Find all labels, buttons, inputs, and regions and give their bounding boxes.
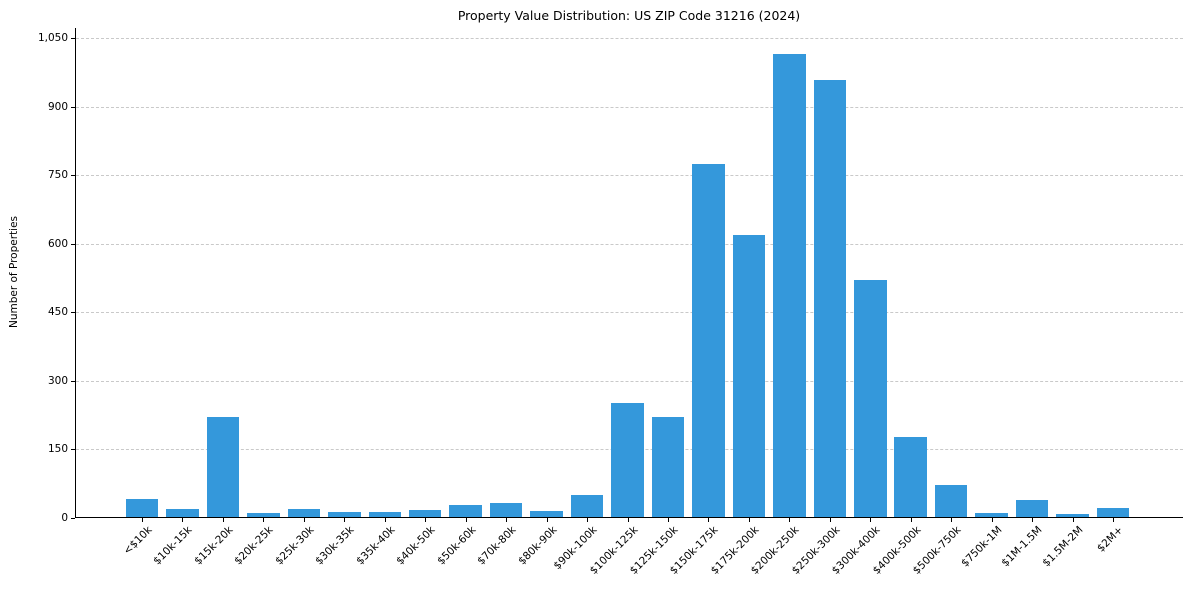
x-axis-tick bbox=[384, 518, 386, 522]
bar bbox=[247, 513, 280, 518]
x-tick-label: $35k-40k bbox=[353, 524, 398, 568]
x-axis-tick bbox=[142, 518, 143, 522]
bar bbox=[732, 234, 766, 518]
bar bbox=[530, 510, 563, 518]
x-tick-label: $2M+ bbox=[1094, 524, 1126, 555]
gridline bbox=[76, 380, 1183, 382]
x-axis-line bbox=[75, 517, 1183, 518]
x-axis-tick bbox=[627, 518, 629, 522]
gridline bbox=[76, 106, 1183, 108]
x-axis-tick bbox=[182, 518, 184, 522]
x-axis-tick bbox=[910, 518, 912, 522]
y-axis-tick bbox=[71, 243, 75, 245]
bar bbox=[894, 437, 927, 518]
x-tick-label: $25k-30k bbox=[272, 524, 317, 568]
x-axis-tick bbox=[951, 518, 953, 522]
y-tick-label: 1,050 bbox=[37, 32, 68, 45]
bar bbox=[1015, 500, 1049, 518]
y-axis-tick bbox=[71, 449, 75, 451]
x-axis-tick bbox=[425, 518, 427, 522]
x-axis-tick bbox=[748, 518, 750, 522]
y-tick-label: 0 bbox=[61, 511, 68, 524]
x-axis-tick bbox=[222, 518, 224, 522]
gridline bbox=[76, 312, 1183, 314]
x-tick-label: $70k-80k bbox=[475, 524, 519, 568]
x-tick-label: $50k-60k bbox=[434, 524, 479, 568]
y-axis-tick bbox=[71, 517, 75, 519]
bar bbox=[328, 512, 361, 518]
bar bbox=[408, 510, 442, 518]
chart-title: Property Value Distribution: US ZIP Code… bbox=[457, 8, 801, 23]
bar bbox=[570, 495, 604, 518]
bar bbox=[166, 509, 199, 518]
y-axis-line bbox=[75, 28, 76, 518]
y-tick-label: 600 bbox=[47, 237, 68, 250]
bar bbox=[1096, 507, 1130, 518]
bar bbox=[611, 403, 644, 518]
bar bbox=[651, 417, 685, 518]
bar bbox=[1056, 514, 1089, 518]
bar bbox=[773, 54, 806, 518]
x-axis-tick bbox=[870, 518, 872, 522]
x-tick-label: $40k-50k bbox=[394, 524, 438, 568]
y-tick-label: 750 bbox=[47, 169, 68, 182]
x-tick-label: <$10k bbox=[121, 524, 155, 558]
y-axis-tick bbox=[71, 175, 75, 177]
x-tick-label: $750k-1M bbox=[958, 524, 1005, 570]
x-tick-label: $1.5M-2M bbox=[1039, 524, 1086, 570]
x-axis-tick bbox=[708, 518, 710, 522]
y-tick-label: 900 bbox=[47, 100, 68, 113]
gridline bbox=[76, 243, 1183, 245]
y-tick-label: 150 bbox=[47, 443, 68, 456]
x-axis-tick bbox=[1032, 518, 1034, 522]
bar bbox=[489, 503, 523, 518]
bar bbox=[449, 504, 482, 518]
bar bbox=[813, 79, 847, 518]
x-axis-tick bbox=[546, 518, 548, 522]
y-axis-tick bbox=[71, 106, 75, 108]
y-axis-tick bbox=[71, 38, 75, 40]
x-axis-tick bbox=[465, 518, 467, 522]
x-axis-tick bbox=[303, 518, 305, 522]
bar bbox=[287, 509, 321, 518]
bar bbox=[368, 512, 401, 518]
x-axis-tick bbox=[587, 518, 589, 522]
x-axis-tick bbox=[1113, 518, 1115, 522]
x-axis-tick bbox=[667, 518, 669, 522]
x-axis-tick bbox=[506, 518, 508, 522]
x-tick-label: $20k-25k bbox=[232, 524, 276, 568]
x-axis-tick bbox=[263, 518, 265, 522]
y-tick-label: 300 bbox=[47, 374, 68, 387]
y-axis-tick bbox=[71, 380, 75, 382]
bar bbox=[692, 163, 725, 518]
x-tick-label: $30k-35k bbox=[313, 524, 357, 568]
bar bbox=[934, 484, 968, 518]
bar bbox=[125, 499, 159, 518]
gridline bbox=[76, 38, 1183, 40]
x-axis-tick bbox=[829, 518, 831, 522]
x-tick-label: $15k-20k bbox=[192, 524, 236, 568]
x-axis-tick bbox=[344, 518, 346, 522]
y-axis-tick bbox=[71, 312, 75, 314]
x-axis-tick bbox=[991, 518, 993, 522]
x-axis-tick bbox=[1072, 518, 1074, 522]
bar bbox=[854, 280, 887, 518]
gridline bbox=[76, 175, 1183, 177]
x-tick-label: $10k-15k bbox=[151, 524, 195, 568]
x-tick-label: $1M-1.5M bbox=[999, 524, 1045, 570]
x-axis-tick bbox=[789, 518, 791, 522]
bar bbox=[975, 512, 1008, 518]
y-tick-label: 450 bbox=[47, 306, 68, 319]
bar bbox=[206, 417, 240, 518]
